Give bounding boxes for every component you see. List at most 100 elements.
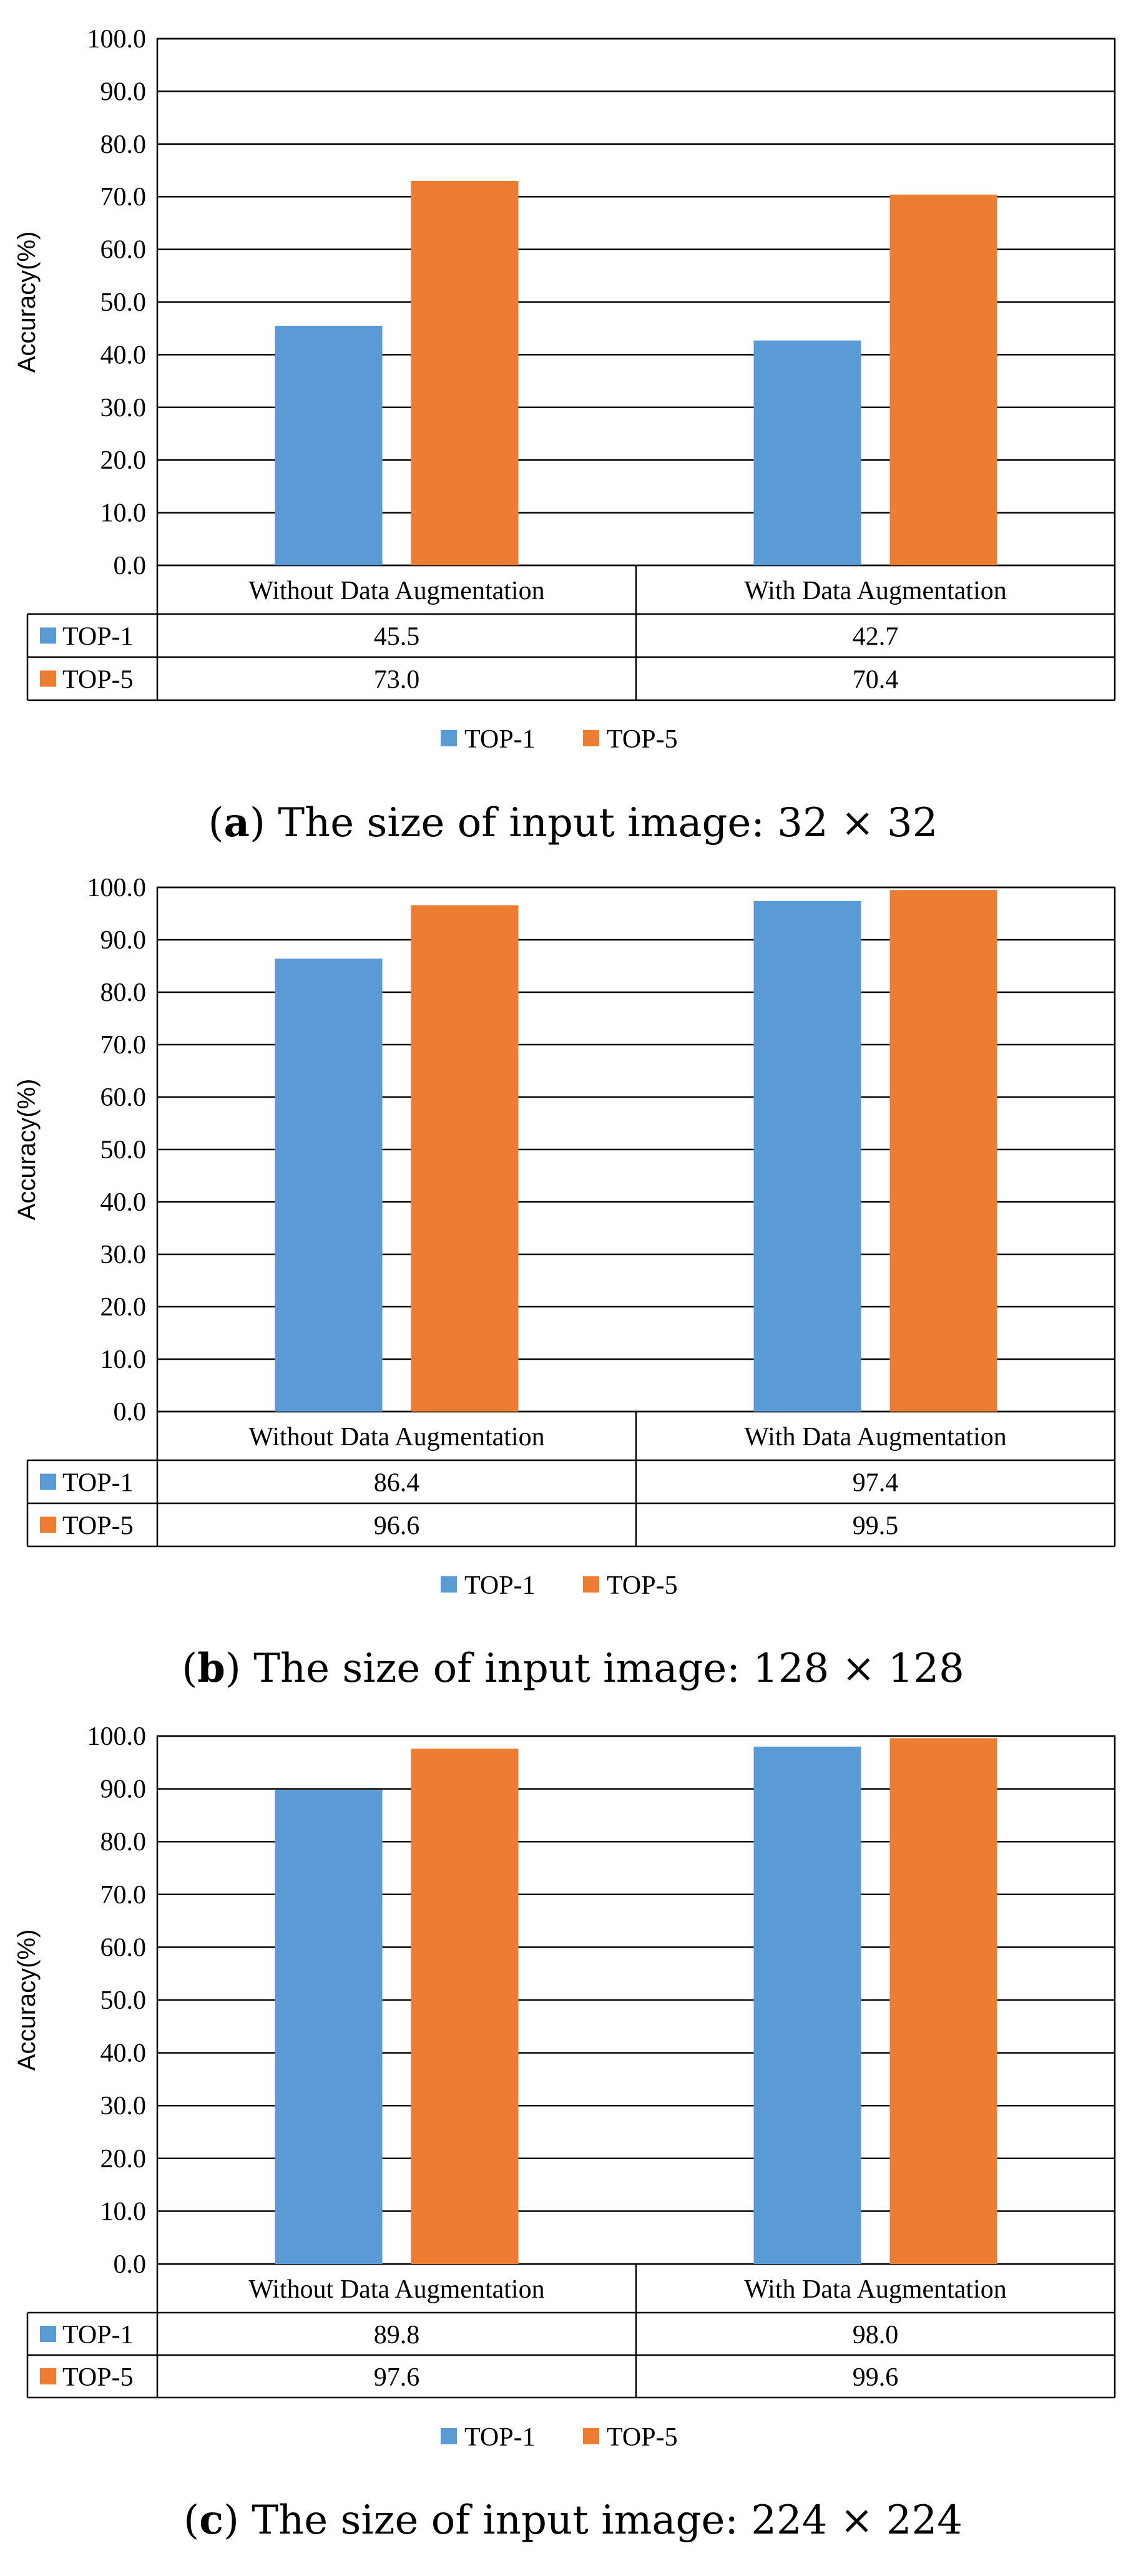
bar-top-1-1	[275, 1790, 383, 2264]
table-value-label: 86.4	[374, 1469, 420, 1498]
y-tick-label: 30.0	[100, 1241, 147, 1269]
x-category-label: With Data Augmentation	[744, 1423, 1007, 1451]
y-tick-label: 30.0	[100, 2092, 147, 2120]
table-value-label: 73.0	[374, 666, 420, 695]
y-tick-label: 100.0	[87, 25, 147, 54]
table-key-swatch	[40, 627, 56, 644]
table-value-label: 99.5	[853, 1512, 899, 1541]
table-row-label: TOP-1	[62, 1469, 134, 1498]
x-category-label: With Data Augmentation	[744, 577, 1007, 605]
table-value-label: 98.0	[853, 2321, 899, 2349]
table-value-label: 45.5	[374, 623, 420, 651]
y-tick-label: 60.0	[100, 1933, 147, 1962]
legend-swatch	[441, 2428, 457, 2444]
legend-label: TOP-5	[607, 1571, 678, 1600]
y-tick-label: 80.0	[100, 130, 147, 159]
legend-label: TOP-1	[464, 2423, 536, 2452]
bar-top-5-2	[889, 1738, 997, 2264]
table-value-label: 89.8	[374, 2321, 420, 2349]
bar-top-5-2	[889, 194, 997, 566]
y-tick-label: 80.0	[100, 978, 147, 1007]
y-tick-label: 20.0	[100, 1293, 147, 1322]
y-tick-label: 20.0	[100, 446, 147, 475]
x-category-label: Without Data Augmentation	[248, 577, 544, 605]
table-row-label: TOP-5	[62, 1512, 134, 1541]
figure-caption: (a) The size of input image: 32 × 32	[208, 799, 938, 846]
table-key-swatch	[40, 1516, 56, 1533]
y-tick-label: 70.0	[100, 1881, 147, 1910]
table-value-label: 96.6	[374, 1512, 420, 1541]
caption-body: ) The size of input image: 128 × 128	[225, 1646, 964, 1692]
caption-letter: a	[224, 799, 250, 846]
table-value-label: 97.6	[374, 2363, 420, 2392]
y-tick-label: 90.0	[100, 926, 147, 955]
chart-panel-1: 0.0 10.0 20.0 30.0 40.0 50.0 60.0 70.0 80.0 90.0 1…	[13, 25, 1116, 846]
bar-top-1-1	[275, 959, 383, 1412]
table-value-label: 42.7	[853, 623, 899, 651]
y-tick-label: 80.0	[100, 1828, 147, 1856]
bar-top-1-1	[275, 325, 383, 565]
bar-top-5-1	[411, 905, 519, 1412]
table-key-swatch	[40, 2326, 56, 2342]
y-tick-label: 100.0	[87, 874, 147, 902]
y-tick-label: 40.0	[100, 1188, 147, 1217]
bar-top-1-2	[753, 1746, 861, 2264]
y-tick-label: 0.0	[114, 552, 147, 580]
legend-label: TOP-5	[607, 2423, 678, 2452]
table-row-label: TOP-5	[62, 666, 134, 695]
figure-caption: (b) The size of input image: 128 × 128	[182, 1645, 964, 1692]
caption-letter: b	[197, 1645, 225, 1692]
y-tick-label: 90.0	[100, 1775, 147, 1804]
chart-panel-2: 0.0 10.0 20.0 30.0 40.0 50.0 60.0 70.0 80.0 90.0 1…	[13, 874, 1116, 1692]
y-tick-label: 60.0	[100, 1083, 147, 1112]
legend-swatch	[583, 730, 599, 746]
y-tick-label: 90.0	[100, 77, 147, 106]
bar-top-5-1	[411, 180, 519, 565]
legend-label: TOP-1	[464, 725, 536, 754]
y-tick-label: 40.0	[100, 2039, 147, 2068]
x-category-label: With Data Augmentation	[744, 2275, 1007, 2304]
bar-top-5-1	[411, 1749, 519, 2264]
y-axis-label: Accuracy(%)	[13, 1930, 41, 2071]
y-tick-label: 0.0	[114, 2250, 147, 2279]
legend-label: TOP-5	[607, 725, 678, 754]
y-tick-label: 50.0	[100, 288, 147, 317]
bar-top-5-2	[889, 890, 997, 1412]
bar-top-1-2	[753, 340, 861, 565]
table-key-swatch	[40, 670, 56, 687]
table-value-label: 97.4	[853, 1469, 899, 1498]
table-row-label: TOP-5	[62, 2363, 134, 2392]
caption-body: ) The size of input image: 224 × 224	[223, 2497, 962, 2544]
y-tick-label: 60.0	[100, 236, 147, 265]
y-tick-label: 10.0	[100, 1345, 147, 1374]
y-axis-label: Accuracy(%)	[13, 232, 41, 373]
y-tick-label: 40.0	[100, 341, 147, 369]
table-row-label: TOP-1	[62, 623, 134, 651]
bar-top-1-2	[753, 900, 861, 1412]
y-tick-label: 20.0	[100, 2145, 147, 2174]
y-tick-label: 50.0	[100, 1136, 147, 1164]
table-value-label: 70.4	[853, 666, 899, 695]
y-tick-label: 70.0	[100, 183, 147, 212]
y-tick-label: 30.0	[100, 394, 147, 422]
table-key-swatch	[40, 1473, 56, 1490]
y-tick-label: 100.0	[87, 1722, 147, 1751]
legend-swatch	[583, 2428, 599, 2444]
table-key-swatch	[40, 2368, 56, 2384]
legend-swatch	[583, 1576, 599, 1593]
legend-swatch	[441, 1576, 457, 1593]
y-tick-label: 0.0	[114, 1398, 147, 1427]
y-tick-label: 10.0	[100, 2197, 147, 2226]
table-row-label: TOP-1	[62, 2321, 134, 2349]
y-tick-label: 50.0	[100, 1986, 147, 2015]
y-tick-label: 10.0	[100, 499, 147, 528]
y-tick-label: 70.0	[100, 1031, 147, 1060]
caption-paren: (	[184, 2497, 199, 2544]
x-category-label: Without Data Augmentation	[248, 2275, 544, 2304]
caption-body: ) The size of input image: 32 × 32	[250, 800, 938, 846]
caption-paren: (	[182, 1646, 197, 1692]
caption-paren: (	[208, 800, 224, 846]
legend-label: TOP-1	[464, 1571, 536, 1600]
figure-caption: (c) The size of input image: 224 × 224	[184, 2497, 962, 2544]
